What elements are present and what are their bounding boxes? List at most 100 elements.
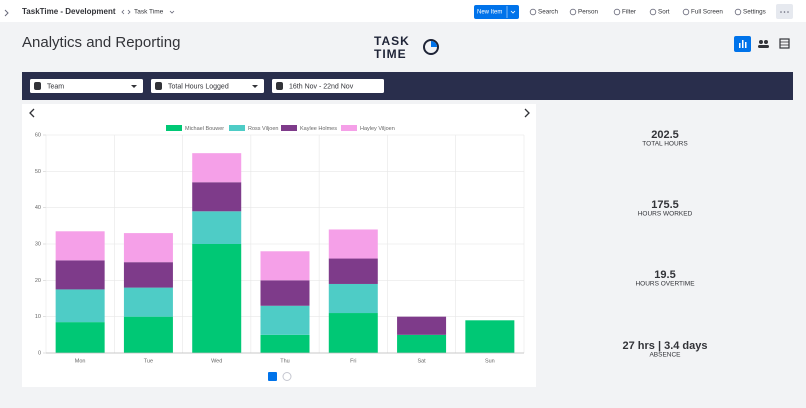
chart-view-icon [745,42,747,48]
y-tick-label: 60 [35,132,41,138]
x-tick-label: Sat [417,358,426,364]
pie-chart-toggle[interactable] [282,372,292,381]
bar-segment [260,251,310,281]
logo-text: TASK [374,34,410,48]
bar-segment [260,305,310,335]
new-item-label[interactable]: New Item [477,10,502,16]
bar-segment [123,316,173,353]
board-icon [127,9,131,15]
stat-value: 175.5 [651,199,679,211]
table-view-button[interactable] [779,38,790,49]
legend-label[interactable]: Ross Viljoen [248,126,278,132]
bar-segment [397,334,447,353]
bar-segment [192,153,242,183]
top-bar [0,0,806,22]
action-label[interactable]: Full Screen [691,9,723,16]
bar-segment [55,260,105,290]
new-item-dropdown[interactable] [510,10,516,14]
action-label[interactable]: Filter [622,9,636,16]
x-tick-label: Tue [144,358,153,364]
stat-value: 19.5 [654,269,675,281]
stat-label: HOURS OVERTIME [635,281,695,288]
filter-icon [34,82,41,90]
people-view-button[interactable] [759,40,763,44]
bar-chart-toggle[interactable] [268,372,277,381]
bar-segment [55,289,105,323]
people-view-button[interactable] [764,40,768,44]
new-item-button[interactable] [474,5,519,19]
bar-segment [260,334,310,353]
action-icon[interactable] [613,8,621,16]
workspace-name[interactable]: TaskTime - Development [22,7,116,16]
stat-label: ABSENCE [649,352,681,359]
filter-dropdown[interactable] [151,79,264,93]
bar-segment [192,211,242,244]
filter-label[interactable]: Team [47,83,64,90]
logo-clock [423,39,439,55]
bar-segment [55,322,105,353]
collapse-arrow[interactable] [4,9,9,17]
filter-icon [155,82,162,90]
board-icon [121,9,125,15]
legend-swatch[interactable] [281,125,297,131]
action-icon[interactable] [649,8,657,16]
filter-icon [276,82,283,90]
logo-text: TIME [374,47,407,61]
stat-label: TOTAL HOURS [642,141,688,148]
prev-arrow[interactable] [29,108,35,118]
filter-dropdown[interactable] [30,79,143,93]
action-icon[interactable] [569,8,577,16]
stat-value: 202.5 [651,129,679,141]
stat-value: 27 hrs | 3.4 days [622,340,707,352]
bar-segment [192,182,242,212]
action-label[interactable]: Search [538,9,558,16]
bar-segment [465,320,515,353]
bar-segment [397,316,447,335]
page-title: Analytics and Reporting [22,34,180,51]
action-label[interactable]: Person [578,9,598,16]
action-icon[interactable] [734,8,742,16]
legend-label[interactable]: Kaylee Holmes [300,126,337,132]
bar-segment [123,262,173,288]
dropdown-caret[interactable] [131,85,137,88]
x-tick-label: Wed [211,358,222,364]
legend-swatch[interactable] [229,125,245,131]
filter-label[interactable]: Total Hours Logged [168,83,229,90]
board-dropdown[interactable] [169,10,175,14]
stat-label: HOURS WORKED [638,211,693,218]
people-view-button[interactable] [758,45,769,48]
y-tick-label: 0 [38,350,41,356]
chart-view-icon [739,43,741,48]
y-tick-label: 20 [35,278,41,284]
action-icon[interactable] [682,8,690,16]
x-tick-label: Sun [485,358,495,364]
bar-segment [123,287,173,317]
action-icon[interactable] [529,8,537,16]
bar-segment [192,244,242,353]
logo-clock-hand [431,41,437,47]
board-name[interactable]: Task Time [134,9,164,16]
chart-view-icon [742,40,744,48]
next-arrow[interactable] [524,108,530,118]
dropdown-caret[interactable] [252,85,258,88]
y-tick-label: 30 [35,241,41,247]
x-tick-label: Thu [280,358,289,364]
action-label[interactable]: Sort [658,9,670,16]
action-label[interactable]: Settings [743,9,766,16]
more-dot [783,11,786,13]
bar-segment [123,233,173,263]
bar-segment [328,229,378,259]
bar-segment [55,231,105,261]
x-tick-label: Fri [350,358,356,364]
filter-dropdown[interactable] [272,79,384,93]
legend-label[interactable]: Hayley Viljoen [360,126,395,132]
legend-label[interactable]: Michael Bouwer [185,126,224,132]
bar-segment [260,280,310,306]
legend-swatch[interactable] [166,125,182,131]
y-tick-label: 40 [35,205,41,211]
filter-bar [22,72,793,100]
more-dot [787,11,789,13]
legend-swatch[interactable] [341,125,357,131]
filter-label[interactable]: 16th Nov - 22nd Nov [289,83,354,90]
